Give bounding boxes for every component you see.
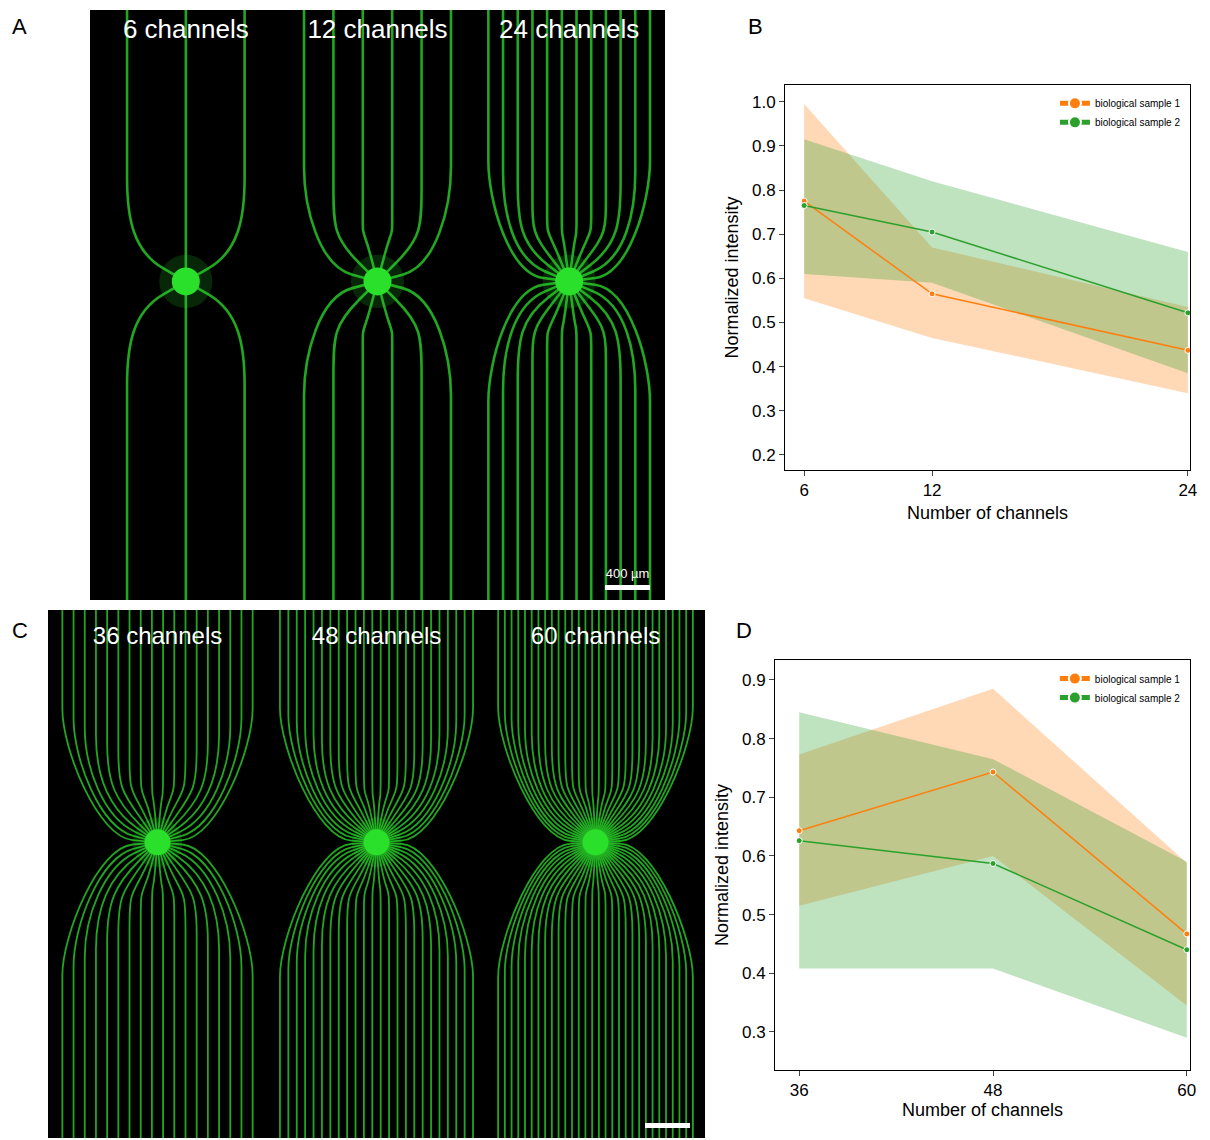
- svg-text:36: 36: [790, 1081, 809, 1100]
- svg-text:Number of channels: Number of channels: [902, 1100, 1063, 1120]
- svg-text:0.9: 0.9: [742, 671, 766, 690]
- svg-text:Number of channels: Number of channels: [907, 503, 1068, 523]
- svg-text:biological sample 1: biological sample 1: [1095, 98, 1180, 109]
- svg-text:0.2: 0.2: [752, 446, 776, 465]
- svg-text:24: 24: [1178, 481, 1197, 500]
- html-text:B: B: [748, 14, 763, 39]
- svg-text:Normalized intensity: Normalized intensity: [712, 784, 732, 946]
- svg-text:0.7: 0.7: [752, 225, 776, 244]
- svg-text:0.4: 0.4: [742, 964, 766, 983]
- svg-text:0.6: 0.6: [752, 269, 776, 288]
- svg-text:400 µm: 400 µm: [606, 566, 650, 581]
- svg-text:0.7: 0.7: [742, 788, 766, 807]
- svg-text:48 channels: 48 channels: [312, 622, 441, 649]
- html-text:C: C: [12, 618, 28, 643]
- html-text:A: A: [12, 14, 27, 39]
- svg-text:0.3: 0.3: [752, 402, 776, 421]
- svg-text:60: 60: [1177, 1081, 1196, 1100]
- svg-text:6 channels: 6 channels: [123, 14, 249, 44]
- svg-text:6: 6: [799, 481, 808, 500]
- svg-text:60 channels: 60 channels: [531, 622, 660, 649]
- svg-text:0.8: 0.8: [752, 181, 776, 200]
- svg-text:48: 48: [984, 1081, 1003, 1100]
- svg-text:1.0: 1.0: [752, 93, 776, 112]
- svg-text:biological sample 1: biological sample 1: [1095, 674, 1180, 685]
- html-text:D: D: [736, 618, 752, 643]
- svg-text:24 channels: 24 channels: [499, 14, 639, 44]
- svg-text:0.5: 0.5: [742, 906, 766, 925]
- svg-text:36 channels: 36 channels: [93, 622, 222, 649]
- svg-text:0.8: 0.8: [742, 730, 766, 749]
- svg-text:0.9: 0.9: [752, 137, 776, 156]
- svg-text:0.5: 0.5: [752, 313, 776, 332]
- svg-text:12 channels: 12 channels: [307, 14, 447, 44]
- svg-text:Normalized intensity: Normalized intensity: [722, 196, 742, 358]
- svg-text:0.3: 0.3: [742, 1023, 766, 1042]
- svg-text:0.4: 0.4: [752, 358, 776, 377]
- svg-text:biological sample 2: biological sample 2: [1095, 693, 1180, 704]
- svg-text:0.6: 0.6: [742, 847, 766, 866]
- svg-text:12: 12: [923, 481, 942, 500]
- svg-text:biological sample 2: biological sample 2: [1095, 117, 1180, 128]
